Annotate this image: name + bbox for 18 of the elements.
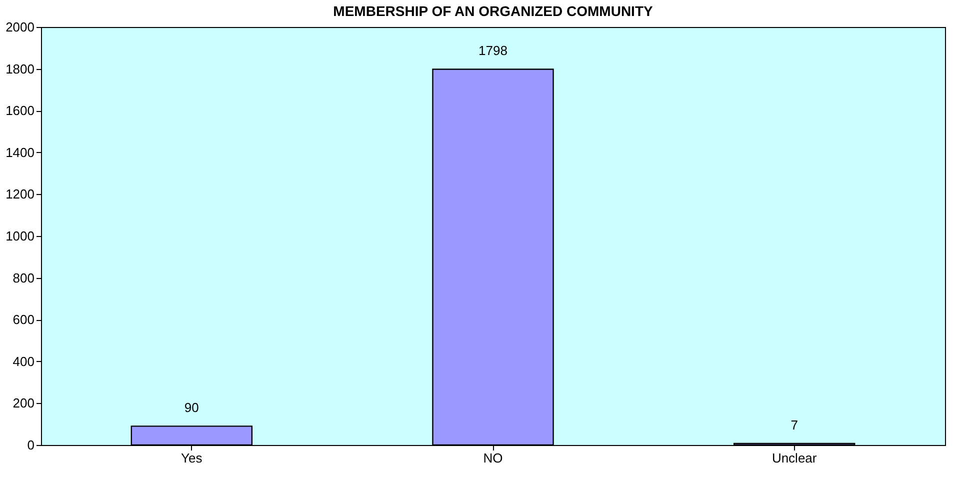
y-tick-label: 1400: [6, 144, 34, 160]
y-tick-label: 1800: [6, 61, 34, 76]
data-label: 7: [790, 418, 798, 433]
y-tick-label: 800: [12, 270, 34, 286]
y-tick-label: 200: [12, 396, 34, 411]
x-tick-label: Unclear: [772, 450, 818, 466]
y-tick-label: 2000: [6, 20, 34, 34]
y-tick-label: 1200: [6, 186, 34, 202]
y-tick-label: 1600: [6, 103, 34, 118]
x-tick-label: NO: [483, 450, 503, 466]
y-tick-label: 0: [27, 438, 34, 452]
y-tick-label: 400: [12, 354, 34, 369]
data-label: 90: [184, 400, 199, 416]
y-tick-label: 600: [12, 312, 34, 328]
data-label: 1798: [478, 43, 508, 58]
y-tick-label: 1000: [6, 228, 34, 244]
x-tick-label: Yes: [181, 450, 203, 466]
chart-title: MEMBERSHIP OF AN ORGANIZED COMMUNITY: [333, 3, 654, 19]
